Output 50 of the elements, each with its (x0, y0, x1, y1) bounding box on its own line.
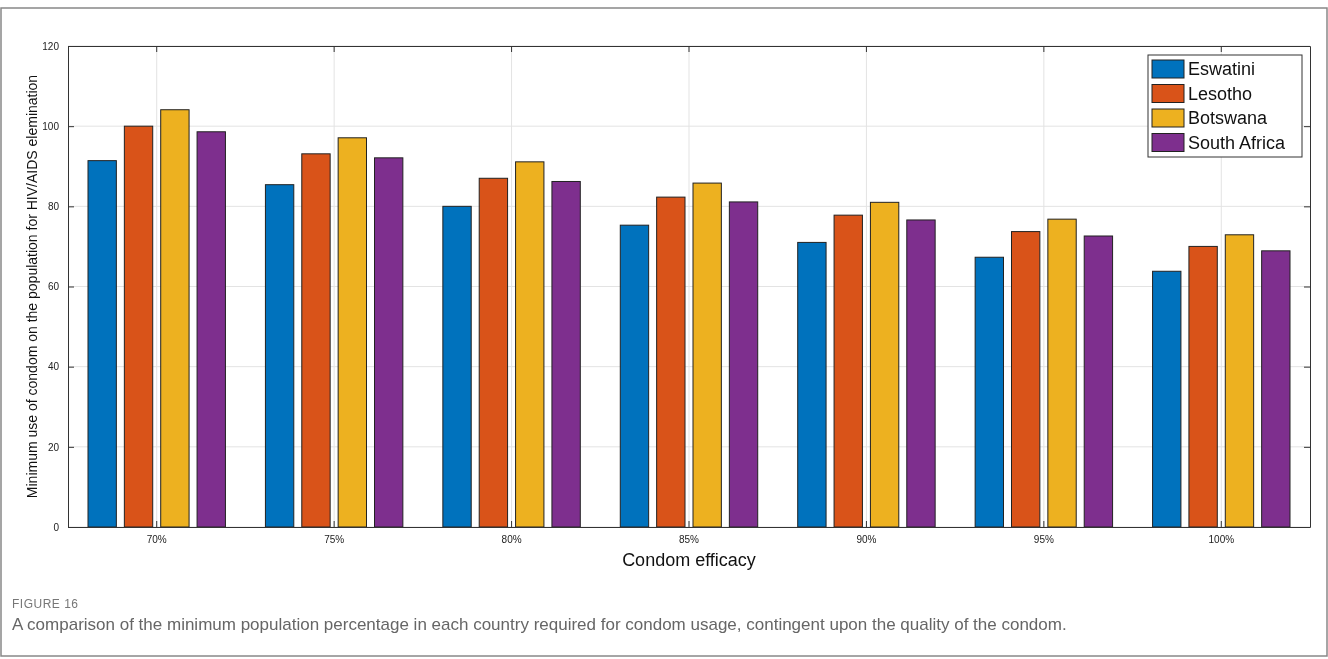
bar (301, 153, 331, 528)
bar (374, 157, 404, 528)
legend-label: Eswatini (1188, 59, 1256, 79)
caption: FIGURE 16 (12, 597, 79, 611)
y-tick-label: 40 (47, 361, 60, 373)
bar (1188, 245, 1218, 528)
legend-label: Botswana (1188, 108, 1269, 128)
bar (1083, 235, 1114, 528)
bar (478, 177, 509, 528)
bar (442, 205, 472, 528)
bar (869, 201, 900, 528)
y-tick-label: 120 (42, 40, 60, 52)
x-tick-label: 90% (856, 534, 877, 546)
bar (1261, 250, 1291, 528)
y-tick-label: 0 (53, 521, 60, 533)
bar (619, 224, 650, 528)
text: A comparison of the minimum population percentage in each country required for condom usage, contingent upon the quality of the condom. (12, 615, 1067, 634)
bar (87, 160, 117, 528)
legend-label: South Africa (1188, 132, 1287, 153)
bar (656, 196, 686, 528)
bar (833, 214, 863, 528)
bar (1047, 218, 1077, 528)
bar (797, 241, 827, 528)
bar (906, 219, 936, 528)
bar (974, 256, 1004, 528)
bar (196, 131, 226, 528)
x-tick-label: 80% (501, 534, 522, 546)
bar (160, 109, 190, 528)
bar (1152, 270, 1182, 528)
bar (337, 137, 367, 528)
bar (1224, 234, 1255, 528)
legend-label: Lesotho (1188, 83, 1253, 104)
bar (551, 180, 581, 528)
x-tick-label: 75% (324, 534, 345, 546)
bar (123, 125, 154, 528)
y-tick-label: 80 (47, 201, 60, 213)
bar (515, 161, 545, 528)
bar (1011, 231, 1041, 528)
y-axis-title: Minimum use of condom on the population for HIV/AIDS elemination (24, 74, 40, 499)
x-tick-label: 85% (678, 534, 700, 546)
bar (692, 182, 722, 528)
x-tick-label: 95% (1033, 534, 1054, 546)
bar (264, 184, 295, 528)
y-tick-label: 20 (47, 441, 60, 453)
x-axis-title: Condom efficacy (622, 550, 756, 570)
x-tick-label: 100% (1208, 534, 1235, 546)
bar (728, 201, 759, 528)
x-tick-label: 70% (146, 534, 167, 546)
y-tick-label: 100 (42, 120, 60, 132)
y-tick-label: 60 (47, 281, 60, 293)
